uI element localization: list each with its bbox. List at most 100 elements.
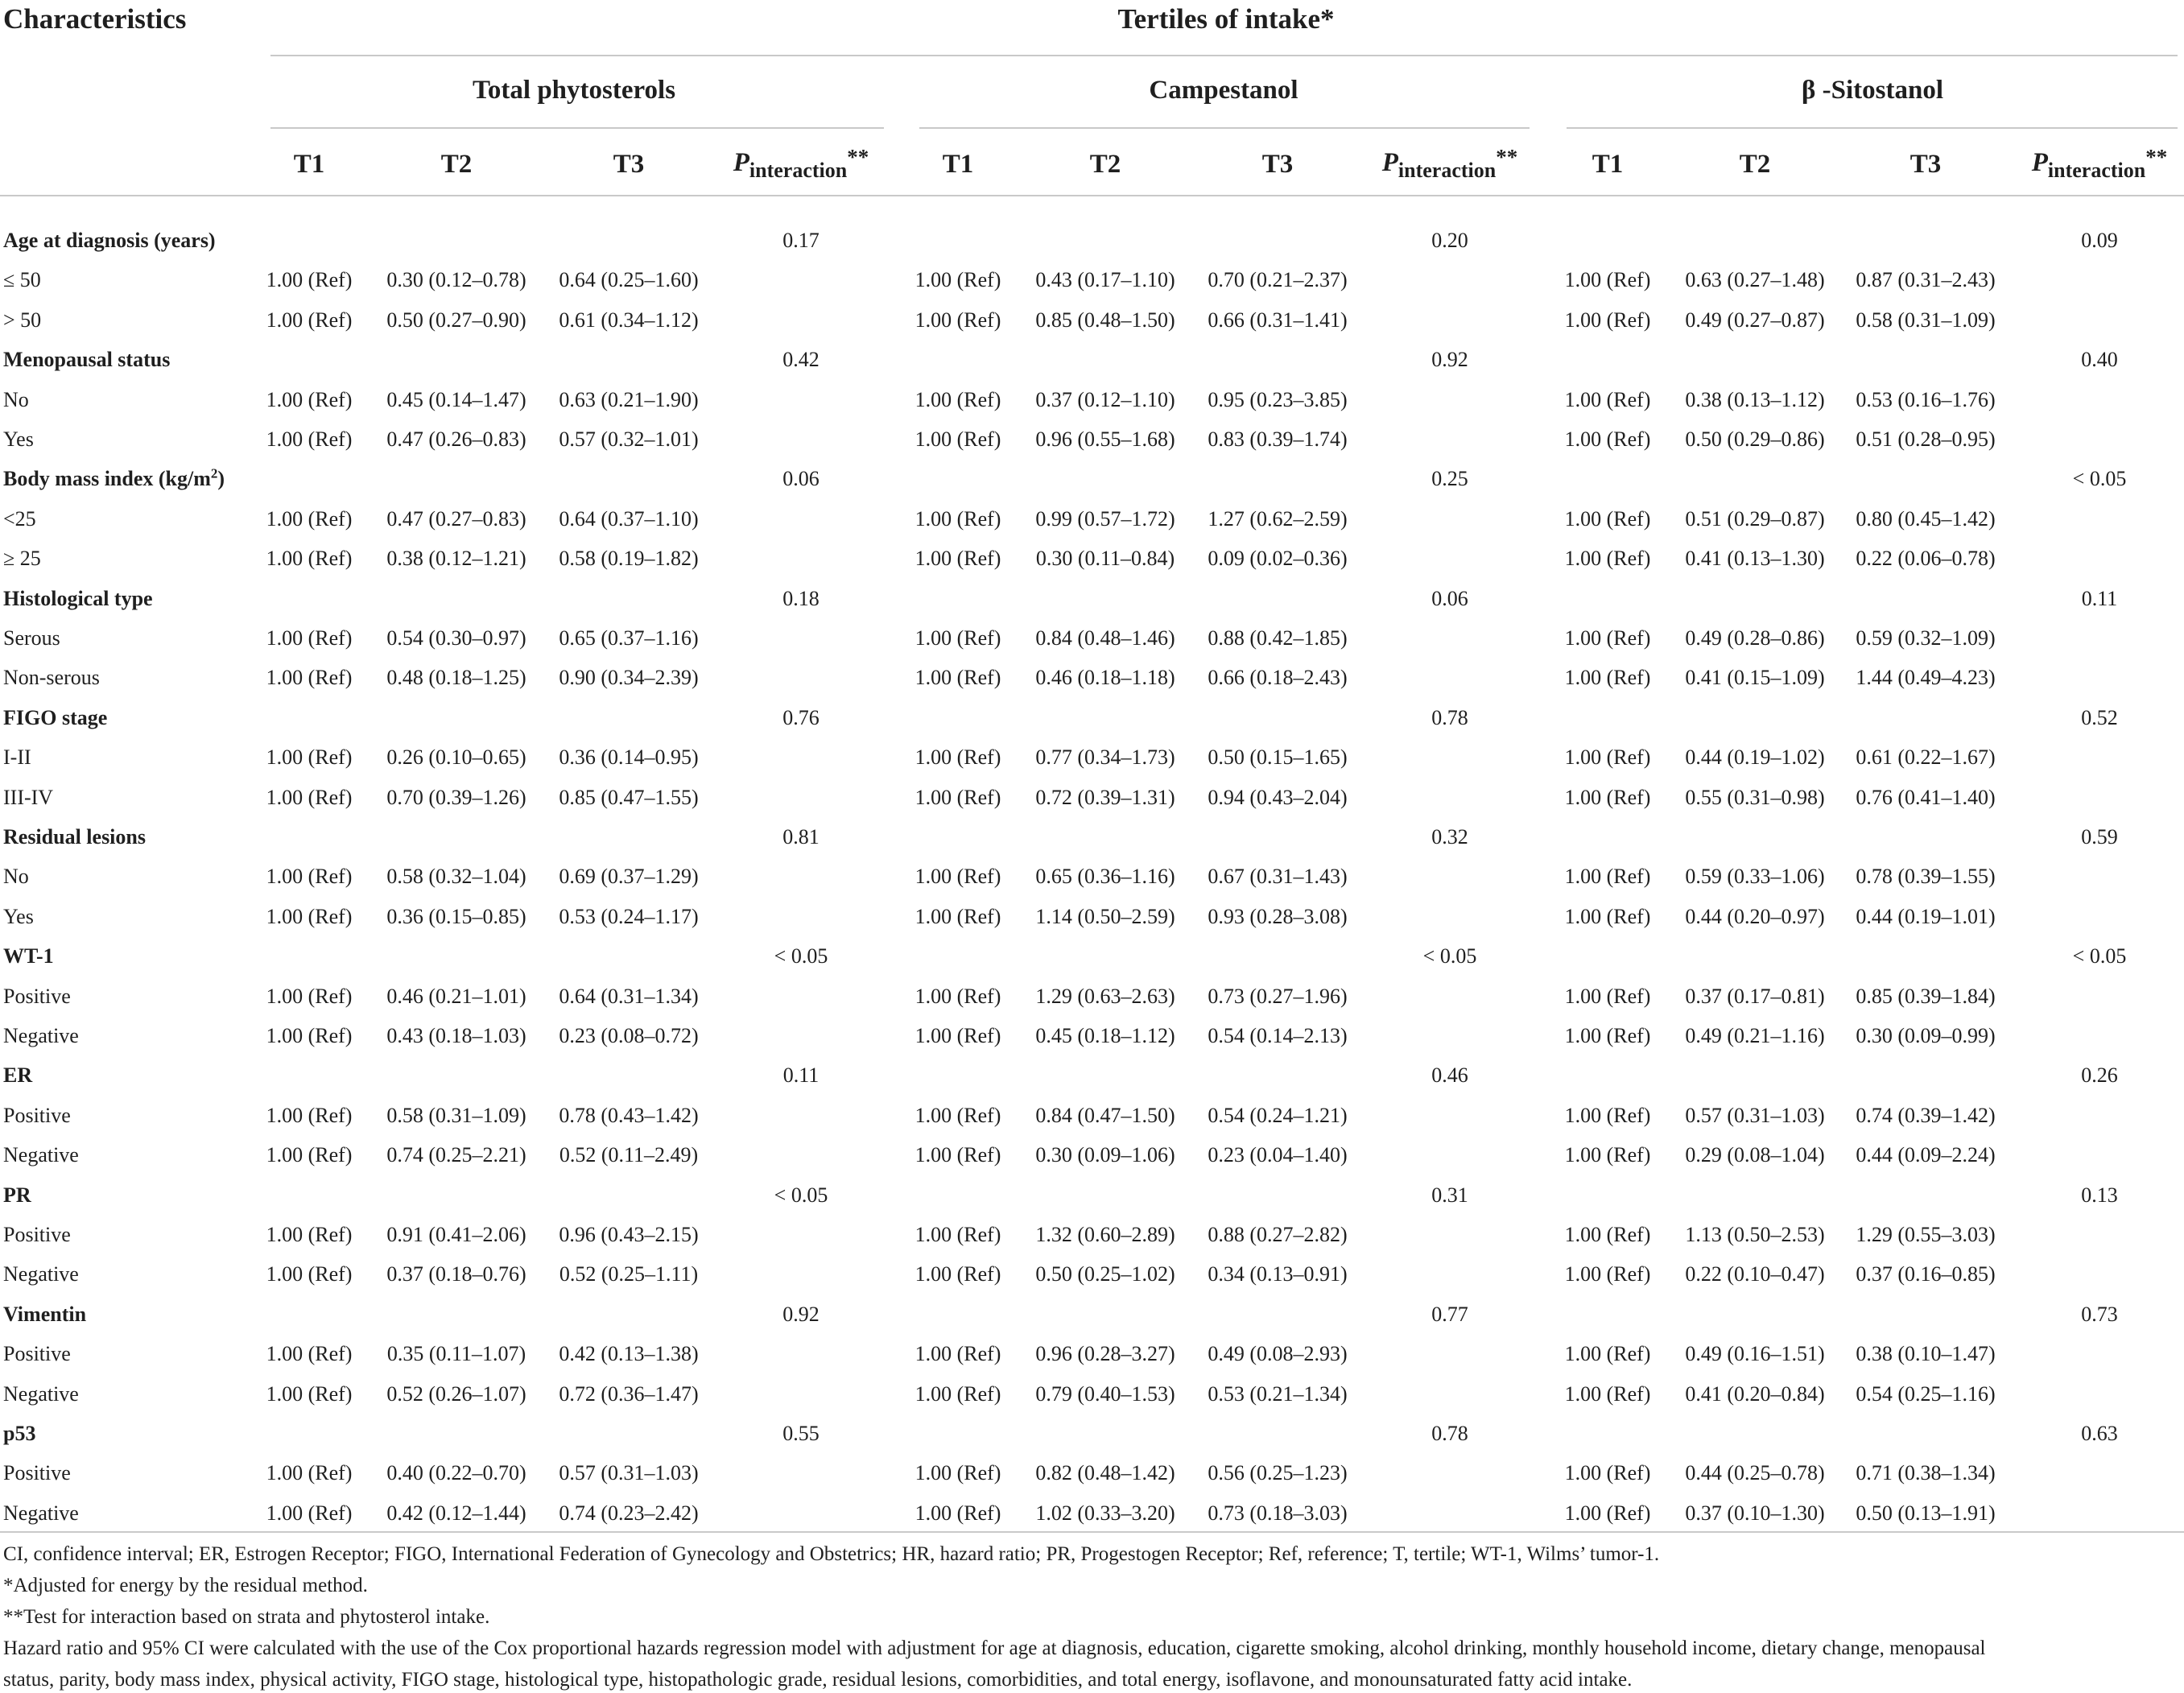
hazard-ratio-cell: 0.37 (0.16–0.85) — [1856, 1262, 1996, 1286]
hazard-ratio-cell: 0.52 (0.25–1.11) — [559, 1262, 699, 1286]
hazard-ratio-cell: 0.44 (0.25–0.78) — [1685, 1461, 1825, 1485]
hazard-ratio-cell: 1.00 (Ref) — [914, 745, 1001, 770]
hazard-ratio-cell: 0.47 (0.27–0.83) — [386, 506, 526, 531]
p-interaction-header: Pinteraction** — [733, 147, 869, 181]
hazard-ratio-cell: 0.73 (0.27–1.96) — [1208, 984, 1348, 1008]
hazard-ratio-cell: 1.00 (Ref) — [1564, 1024, 1651, 1047]
hazard-ratio-cell: 1.00 (Ref) — [266, 387, 353, 411]
hazard-ratio-cell: 1.00 (Ref) — [266, 1024, 353, 1047]
hazard-ratio-cell: 0.38 (0.13–1.12) — [1685, 387, 1825, 411]
hazard-ratio-cell: 0.50 (0.27–0.90) — [386, 308, 526, 332]
hazard-ratio-cell: 0.74 (0.23–2.42) — [559, 1501, 699, 1525]
hazard-ratio-cell: 1.00 (Ref) — [1564, 666, 1651, 690]
p-letter: P — [1381, 148, 1398, 177]
hazard-ratio-cell: 1.32 (0.60–2.89) — [1035, 1223, 1175, 1246]
row-label: Positive — [3, 984, 71, 1008]
hazard-ratio-cell: 0.22 (0.10–0.47) — [1685, 1262, 1825, 1286]
header-rule-top — [270, 55, 2178, 56]
hazard-ratio-cell: 0.49 (0.28–0.86) — [1685, 626, 1825, 650]
hazard-ratio-cell: 1.00 (Ref) — [1564, 506, 1651, 531]
hazard-ratio-cell: 0.48 (0.18–1.25) — [386, 666, 526, 690]
hazard-ratio-cell: 0.30 (0.09–0.99) — [1856, 1024, 1996, 1047]
hazard-ratio-cell: 1.00 (Ref) — [914, 865, 1001, 889]
hazard-ratio-cell: 0.37 (0.17–0.81) — [1685, 984, 1825, 1008]
hazard-ratio-cell: 0.99 (0.57–1.72) — [1035, 506, 1175, 531]
tertile-column-header: T1 — [1592, 150, 1624, 179]
hazard-ratio-cell: 1.00 (Ref) — [1564, 745, 1651, 770]
section-label-text: Residual lesions — [3, 825, 146, 849]
hazard-ratio-cell: 0.82 (0.48–1.42) — [1035, 1461, 1175, 1485]
hazard-ratio-cell: 1.00 (Ref) — [1564, 1501, 1651, 1525]
hazard-ratio-cell: 0.47 (0.26–0.83) — [386, 427, 526, 451]
hazard-ratio-cell: 1.00 (Ref) — [266, 785, 353, 809]
p-interaction-value: < 0.05 — [774, 1183, 828, 1207]
hazard-ratio-cell: 0.63 (0.21–1.90) — [559, 387, 699, 411]
hazard-ratio-cell: 0.85 (0.39–1.84) — [1856, 984, 1996, 1008]
row-label: <25 — [3, 506, 36, 531]
hazard-ratio-cell: 0.58 (0.32–1.04) — [386, 865, 526, 889]
p-interaction-value: 0.63 — [2081, 1422, 2118, 1445]
hazard-ratio-cell: 1.00 (Ref) — [1564, 984, 1651, 1008]
hazard-ratio-cell: 0.36 (0.14–0.95) — [559, 745, 699, 770]
hazard-ratio-cell: 0.96 (0.43–2.15) — [559, 1223, 699, 1246]
hazard-ratio-cell: 0.54 (0.30–0.97) — [386, 626, 526, 650]
hazard-ratio-cell: 1.00 (Ref) — [914, 984, 1001, 1008]
hazard-ratio-cell: 0.74 (0.39–1.42) — [1856, 1103, 1996, 1127]
footnote: **Test for interaction based on strata a… — [3, 1606, 490, 1628]
hazard-ratio-cell: 1.00 (Ref) — [914, 666, 1001, 690]
hazard-ratio-cell: 1.00 (Ref) — [914, 1461, 1001, 1485]
hazard-ratio-cell: 1.00 (Ref) — [1564, 1103, 1651, 1127]
p-interaction-value: 0.13 — [2081, 1183, 2118, 1207]
hazard-ratio-cell: 1.00 (Ref) — [266, 666, 353, 690]
hazard-ratio-cell: 1.00 (Ref) — [1564, 1342, 1651, 1366]
hazard-ratio-cell: 1.00 (Ref) — [266, 904, 353, 928]
hazard-ratio-cell: 1.00 (Ref) — [1564, 626, 1651, 650]
hazard-ratio-cell: 1.00 (Ref) — [1564, 427, 1651, 451]
hazard-ratio-cell: 0.23 (0.08–0.72) — [559, 1024, 699, 1047]
p-interaction-value: 0.92 — [1431, 348, 1468, 372]
section-label-text: WT-1 — [3, 944, 54, 968]
hazard-ratio-cell: 1.29 (0.55–3.03) — [1856, 1223, 1996, 1246]
hazard-ratio-cell: 1.00 (Ref) — [266, 1501, 353, 1525]
hazard-ratio-cell: 1.00 (Ref) — [266, 984, 353, 1008]
hazard-ratio-cell: 0.45 (0.14–1.47) — [386, 387, 526, 411]
tertile-column-header: T2 — [440, 150, 473, 179]
hazard-ratio-cell: 0.61 (0.22–1.67) — [1856, 745, 1996, 770]
hazard-ratio-cell: 1.00 (Ref) — [1564, 904, 1651, 928]
hazard-ratio-cell: 1.00 (Ref) — [1564, 1143, 1651, 1167]
hazard-ratio-cell: 1.00 (Ref) — [1564, 387, 1651, 411]
footnote: status, parity, body mass index, physica… — [3, 1669, 1633, 1691]
section-label-text: p53 — [3, 1422, 36, 1445]
row-label: ≥ 25 — [3, 547, 41, 571]
hazard-ratio-cell: 1.00 (Ref) — [266, 1342, 353, 1366]
hazard-ratio-cell: 0.72 (0.39–1.31) — [1035, 785, 1175, 809]
row-label: Negative — [3, 1143, 79, 1167]
hazard-ratio-cell: 1.00 (Ref) — [914, 268, 1001, 292]
row-label: Positive — [3, 1342, 71, 1366]
hazard-ratio-cell: 0.90 (0.34–2.39) — [559, 666, 699, 690]
p-interaction-value: 0.52 — [2081, 705, 2118, 729]
p-interaction-value: < 0.05 — [1422, 944, 1477, 968]
hazard-ratio-cell: 0.66 (0.31–1.41) — [1208, 308, 1348, 332]
footnote: Hazard ratio and 95% CI were calculated … — [3, 1637, 1986, 1659]
section-label: WT-1 — [3, 946, 54, 967]
hazard-ratio-cell: 0.64 (0.37–1.10) — [559, 506, 699, 531]
hazard-ratio-cell: 0.41 (0.13–1.30) — [1685, 547, 1825, 571]
hazard-ratio-cell: 0.74 (0.25–2.21) — [386, 1143, 526, 1167]
hazard-ratio-cell: 0.77 (0.34–1.73) — [1035, 745, 1175, 770]
hazard-ratio-cell: 0.43 (0.18–1.03) — [386, 1024, 526, 1047]
hazard-ratio-cell: 0.96 (0.55–1.68) — [1035, 427, 1175, 451]
row-label: Negative — [3, 1501, 79, 1525]
p-interaction-value: 0.40 — [2081, 348, 2118, 372]
hazard-ratio-cell: 0.54 (0.25–1.16) — [1856, 1381, 1996, 1406]
section-label: PR — [3, 1184, 31, 1206]
hazard-ratio-cell: 1.00 (Ref) — [266, 1223, 353, 1246]
p-interaction-value: 0.59 — [2081, 825, 2118, 849]
hazard-ratio-cell: 0.64 (0.25–1.60) — [559, 268, 699, 292]
hazard-ratio-cell: 1.02 (0.33–3.20) — [1035, 1501, 1175, 1525]
section-label: Residual lesions — [3, 827, 146, 848]
hazard-ratio-cell: 1.13 (0.50–2.53) — [1685, 1223, 1825, 1246]
hazard-ratio-cell: 0.64 (0.31–1.34) — [559, 984, 699, 1008]
hazard-ratio-cell: 1.00 (Ref) — [1564, 547, 1651, 571]
group-rule — [919, 127, 1530, 129]
